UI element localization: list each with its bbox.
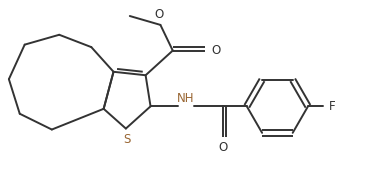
Text: O: O xyxy=(211,44,220,57)
Text: F: F xyxy=(328,100,335,113)
Text: NH: NH xyxy=(177,92,195,105)
Text: O: O xyxy=(218,141,228,154)
Text: O: O xyxy=(154,8,164,20)
Text: S: S xyxy=(123,133,131,146)
